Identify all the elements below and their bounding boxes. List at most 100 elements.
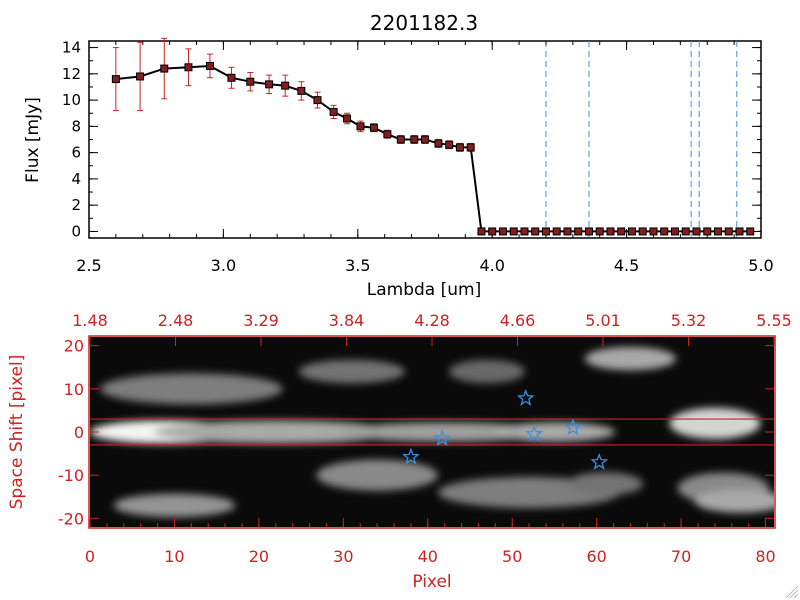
spectral-image-source-blob — [100, 373, 283, 405]
spectrum-data-point — [552, 227, 561, 236]
spectrum-data-point — [136, 72, 145, 81]
spectral-image-y-tick-label: 10 — [64, 380, 84, 399]
spectrum-x-tick-label: 5.0 — [748, 256, 773, 275]
spectral-image-y-tick-label: -20 — [58, 509, 84, 528]
spectrum-data-point — [396, 135, 405, 144]
spectrum-data-point — [466, 143, 475, 152]
spectral-image-x-tick-label: 50 — [502, 547, 522, 566]
spectral-image-x-tick-label: 20 — [249, 547, 269, 566]
spectrum-x-tick-label: 2.5 — [76, 256, 101, 275]
spectral-image-chart: 0 10 20 30 40 50 60 70 80 -20 -10 0 10 20 1.48 2.48 3.… — [7, 311, 792, 592]
spectrum-data-point — [421, 135, 429, 144]
spectrum-data-point — [281, 81, 290, 90]
spectral-image-source-blob — [694, 489, 774, 513]
spectral-image-y-axis-label: Space Shift [pixel] — [7, 355, 27, 510]
spectrum-chart: 2201182.3 2.5 3.0 3.5 4.0 4.5 5.0 0 2 4 6 8 10 12 14… — [23, 11, 774, 300]
spectrum-data-point — [660, 227, 669, 236]
spectrum-data-point — [477, 227, 486, 236]
spectrum-data-point — [369, 123, 378, 132]
spectral-image-x-tick-label: 60 — [586, 547, 606, 566]
resize-grip-icon[interactable] — [785, 585, 799, 599]
spectral-image-top-tick-label: 4.28 — [414, 311, 450, 330]
spectrum-data-point — [445, 140, 454, 149]
spectral-image-x-tick-label: 40 — [418, 547, 438, 566]
spectrum-data-point — [713, 227, 722, 236]
spectral-image-top-tick-label: 2.48 — [158, 311, 194, 330]
spectral-image-top-tick-label: 3.29 — [243, 311, 279, 330]
spectrum-x-tick-label: 4.5 — [614, 256, 639, 275]
spectrum-data-point — [509, 227, 518, 236]
spectrum-y-tick-label: 2 — [71, 196, 81, 214]
spectrum-data-point — [724, 227, 733, 236]
spectrum-y-tick-label: 0 — [71, 222, 81, 240]
spectral-image-y-tick-label: -10 — [58, 466, 84, 485]
spectrum-data-point — [297, 86, 306, 95]
spectral-image-star-marker — [516, 388, 535, 406]
spectrum-data-point — [735, 227, 744, 236]
spectral-image-star-marker — [402, 447, 420, 465]
spectral-image-source-blob — [298, 359, 405, 384]
spectrum-data-point — [595, 227, 604, 236]
spectrum-data-point — [638, 227, 647, 236]
spectrum-data-point — [205, 61, 214, 70]
spectral-image-top-tick-label: 4.66 — [500, 311, 536, 330]
spectrum-data-point — [531, 227, 540, 236]
spectral-image-x-axis-label: Pixel — [412, 572, 451, 592]
spectral-image-top-tick-label: 1.48 — [72, 311, 108, 330]
spectral-image-source-blob — [493, 422, 616, 442]
spectrum-data-point — [343, 114, 352, 123]
spectrum-data-point — [111, 75, 120, 84]
spectrum-data-point — [617, 227, 626, 236]
spectrum-y-tick-label: 6 — [71, 144, 81, 162]
spectrum-data-point — [649, 227, 658, 236]
spectral-image-source-blob — [669, 407, 761, 439]
spectral-image-source-blob — [567, 472, 644, 496]
spectrum-data-point — [160, 64, 169, 73]
spectrum-data-point — [584, 227, 593, 236]
spectral-image-top-tick-label: 3.84 — [329, 311, 365, 330]
spectrum-title: 2201182.3 — [370, 11, 478, 35]
spectrum-data-point — [681, 227, 690, 236]
spectrum-y-tick-label: 8 — [71, 117, 81, 135]
spectrum-y-axis-label: Flux [mJy] — [23, 97, 43, 183]
spectrum-data-point — [410, 135, 419, 144]
spectral-image-star-marker — [433, 429, 452, 446]
spectrum-data-point — [746, 227, 755, 236]
spectrum-data-point — [692, 227, 701, 236]
spectrum-data-point — [703, 227, 712, 236]
spectral-image-source-blob — [448, 359, 525, 384]
spectral-image-source-blob — [338, 422, 552, 442]
spectral-image-star-marker — [564, 418, 582, 436]
spectral-image-top-tick-label: 5.55 — [756, 311, 792, 330]
spectrum-data-point — [520, 227, 529, 236]
spectral-image-star-marker — [525, 424, 544, 442]
spectral-image-y-tick-label: 0 — [74, 423, 84, 442]
spectral-image-x-tick-label: 80 — [755, 547, 775, 566]
spectral-image-frame — [88, 335, 776, 529]
spectrum-data-point — [329, 107, 338, 116]
spectrum-x-tick-label: 3.0 — [211, 256, 236, 275]
spectral-image-x-tick-label: 10 — [164, 547, 184, 566]
spectrum-data-point — [455, 143, 464, 152]
spectral-image-x-tick-label: 30 — [333, 547, 353, 566]
spectrum-data-point — [246, 77, 255, 86]
spectral-image-y-tick-label: 20 — [64, 337, 84, 356]
spectrum-y-tick-label: 14 — [62, 39, 81, 57]
spectral-image-source-blob — [113, 493, 236, 518]
spectrum-data-point — [670, 227, 679, 236]
spectrum-data-point — [627, 227, 636, 236]
spectrum-data-point — [265, 80, 274, 89]
spectral-image-source-blob — [316, 459, 438, 491]
spectrum-y-tick-label: 4 — [71, 170, 81, 188]
spectrum-data-point — [227, 73, 236, 82]
spectrum-y-tick-label: 10 — [62, 91, 81, 109]
spectrum-data-point — [574, 227, 583, 236]
spectrum-x-tick-label: 4.0 — [479, 256, 504, 275]
spectrum-data-point — [356, 122, 365, 131]
spectrum-y-tick-label: 12 — [62, 65, 81, 83]
spectrum-x-axis-label: Lambda [um] — [367, 280, 481, 300]
spectral-image-top-tick-label: 5.01 — [585, 311, 621, 330]
spectrum-data-point — [563, 227, 572, 236]
spectrum-data-point — [541, 227, 550, 236]
